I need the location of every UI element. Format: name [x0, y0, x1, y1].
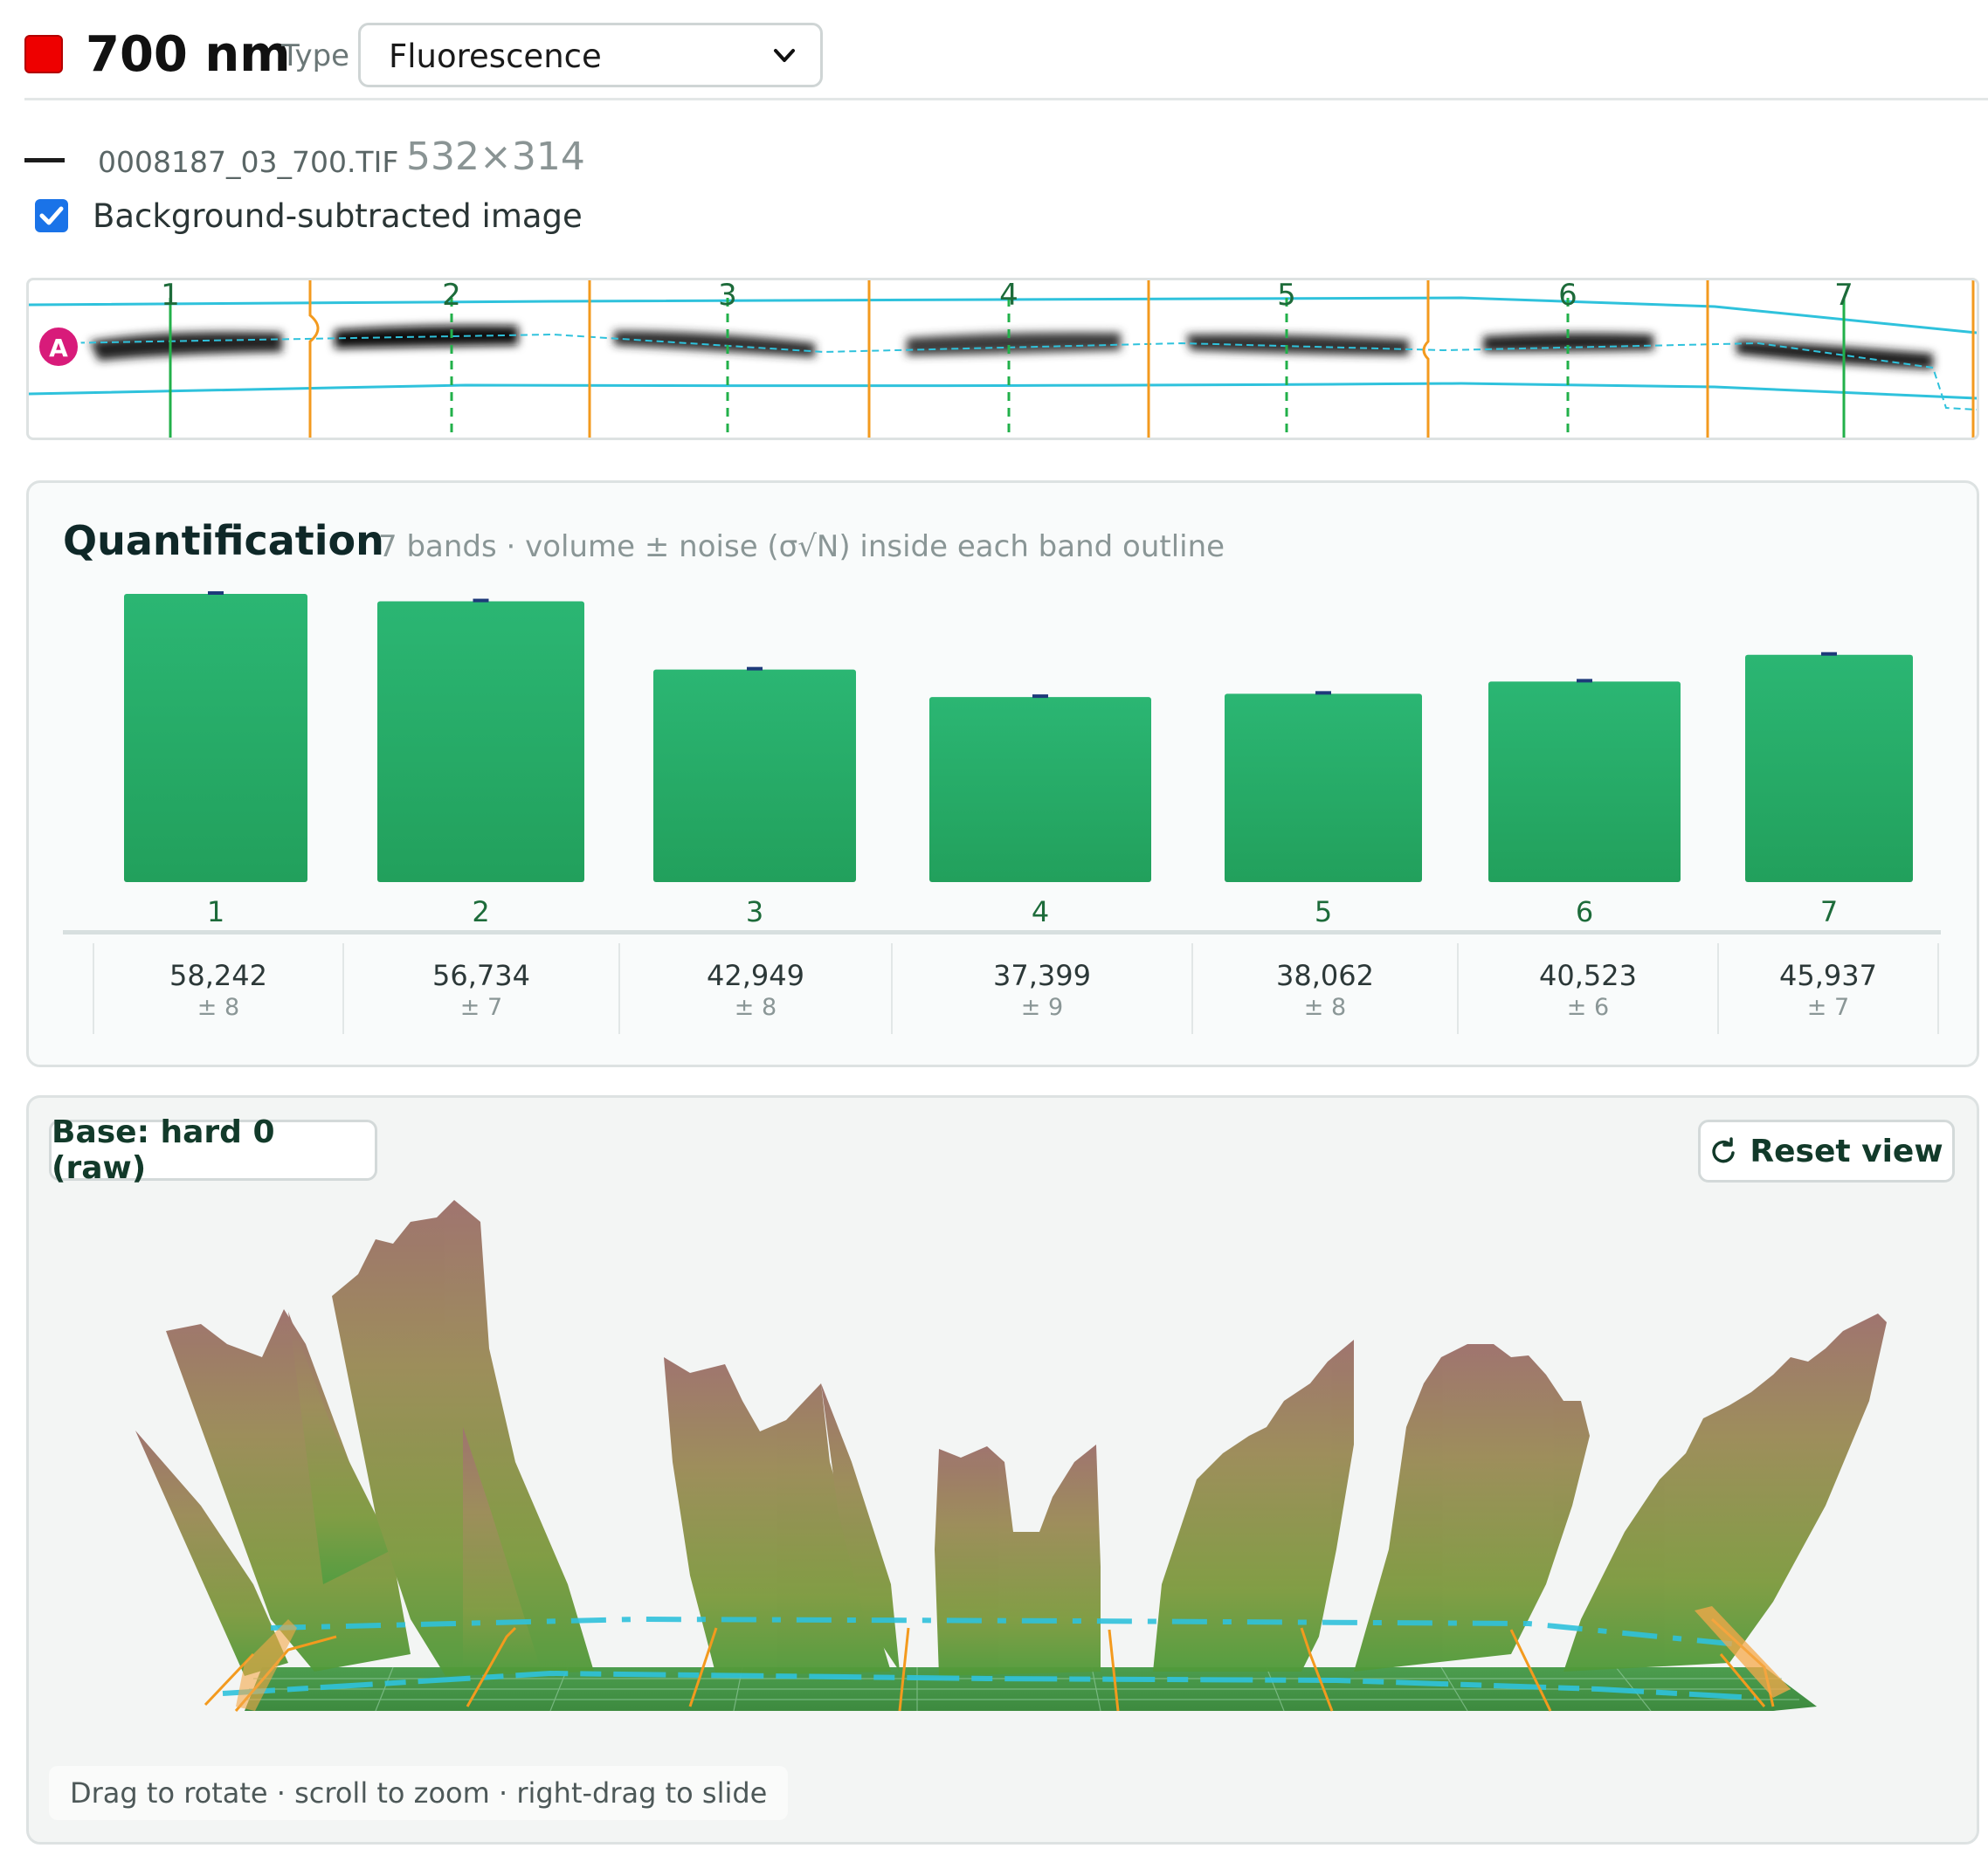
volume-cell: 37,399 ± 9	[891, 943, 1191, 1034]
volume-cell: 42,949 ± 8	[618, 943, 891, 1034]
lane-image-panel[interactable]: 1 2 3 4 5 6 7 A	[26, 278, 1979, 440]
chart-error-bar	[747, 666, 763, 671]
interaction-hint: Drag to rotate · scroll to zoom · right-…	[49, 1766, 789, 1820]
volume-cell: 56,734 ± 7	[342, 943, 618, 1034]
chart-category-label: 7	[1820, 895, 1838, 928]
refresh-icon	[1712, 1137, 1736, 1163]
lane-number-labels: 1 2 3 4 5 6 7	[161, 280, 1853, 313]
chart-error-bar	[1315, 691, 1331, 695]
lane-marker-a[interactable]: A	[36, 324, 81, 369]
lane-label: 2	[442, 280, 461, 313]
chart-bar[interactable]	[1488, 681, 1681, 882]
quantification-divider	[63, 930, 1941, 934]
chart-error-bar	[1821, 652, 1837, 656]
lane-label: 4	[999, 280, 1018, 313]
chart-bar[interactable]	[929, 697, 1151, 882]
chevron-down-icon	[774, 49, 795, 62]
band-volume-chart: 1 2 3 4 5 6 7	[124, 591, 1913, 928]
volume-cell: 58,242 ± 8	[93, 943, 342, 1034]
file-name: 0008187_03_700.TIF	[98, 145, 399, 179]
chart-error-bar	[1577, 679, 1592, 683]
lane-label: 5	[1277, 280, 1296, 313]
chart-bar[interactable]	[1745, 654, 1913, 882]
header-divider	[24, 98, 1988, 100]
chart-bar[interactable]	[377, 601, 584, 882]
noise-value: ± 8	[734, 994, 777, 1021]
volume-value: 56,734	[432, 959, 530, 992]
type-select[interactable]: Fluorescence	[358, 23, 823, 87]
surface-end-marker	[1695, 1606, 1791, 1698]
chart-error-bar	[1032, 694, 1048, 699]
chart-category-label: 2	[472, 895, 489, 928]
chart-category-label: 4	[1032, 895, 1049, 928]
base-mode-button[interactable]: Base: hard 0 (raw)	[49, 1114, 377, 1186]
lane-boundaries	[308, 280, 1975, 438]
volume-cell: 38,062 ± 8	[1191, 943, 1457, 1034]
reset-view-button[interactable]: Reset view	[1698, 1120, 1955, 1183]
lane-bottom-border	[29, 382, 1977, 400]
background-subtracted-label[interactable]: Background-subtracted image	[93, 197, 583, 235]
type-label: Type	[281, 38, 350, 73]
volume-value: 40,523	[1539, 959, 1637, 992]
noise-value: ± 9	[1020, 994, 1064, 1021]
volume-value: 42,949	[707, 959, 804, 992]
chart-bar[interactable]	[1225, 693, 1422, 882]
noise-value: ± 8	[197, 994, 240, 1021]
volume-cell: 45,937 ± 7	[1717, 943, 1939, 1034]
channel-color-swatch	[24, 35, 63, 73]
chart-category-label: 6	[1576, 895, 1593, 928]
chart-error-bar	[473, 598, 489, 603]
chart-category-label: 5	[1315, 895, 1332, 928]
volume-value: 37,399	[993, 959, 1091, 992]
band-center-lines	[169, 298, 1846, 438]
noise-value: ± 7	[1806, 994, 1850, 1021]
lane-baseline	[54, 333, 1977, 410]
noise-value: ± 7	[459, 994, 503, 1021]
channel-title: 700 nm	[86, 26, 291, 83]
lane-label: 6	[1558, 280, 1577, 313]
volume-value: 58,242	[169, 959, 267, 992]
checkmark-icon	[39, 206, 64, 225]
volume-value: 38,062	[1276, 959, 1374, 992]
surface-start-marker	[236, 1619, 297, 1711]
band-peaks	[135, 1200, 1887, 1676]
lane-label: 3	[718, 280, 737, 313]
lane-label: 1	[161, 280, 180, 313]
line-legend-icon	[24, 158, 65, 162]
lane-label: 7	[1834, 280, 1853, 313]
chart-bar[interactable]	[124, 594, 307, 882]
quantification-title: Quantification	[63, 517, 384, 564]
quantification-subtitle: 7 bands · volume ± noise (σ√N) inside ea…	[378, 529, 1225, 564]
volume-value: 45,937	[1779, 959, 1877, 992]
lane-marker-label: A	[49, 334, 68, 362]
background-subtracted-checkbox[interactable]	[35, 199, 68, 232]
volume-cell: 40,523 ± 6	[1457, 943, 1717, 1034]
reset-view-label: Reset view	[1750, 1133, 1943, 1169]
type-select-value: Fluorescence	[389, 38, 602, 75]
chart-bar[interactable]	[653, 669, 856, 882]
lane-image[interactable]: 1 2 3 4 5 6 7 A	[29, 280, 1977, 438]
image-dimensions: 532×314	[406, 134, 585, 179]
chart-category-label: 3	[746, 895, 763, 928]
chart-error-bar	[208, 591, 224, 595]
chart-category-label: 1	[207, 895, 224, 928]
noise-value: ± 8	[1303, 994, 1347, 1021]
lane-top-border	[29, 296, 1977, 334]
surface-3d-canvas[interactable]	[26, 1095, 1979, 1845]
surface-lane-lines	[222, 1616, 1757, 1700]
noise-value: ± 6	[1566, 994, 1610, 1021]
